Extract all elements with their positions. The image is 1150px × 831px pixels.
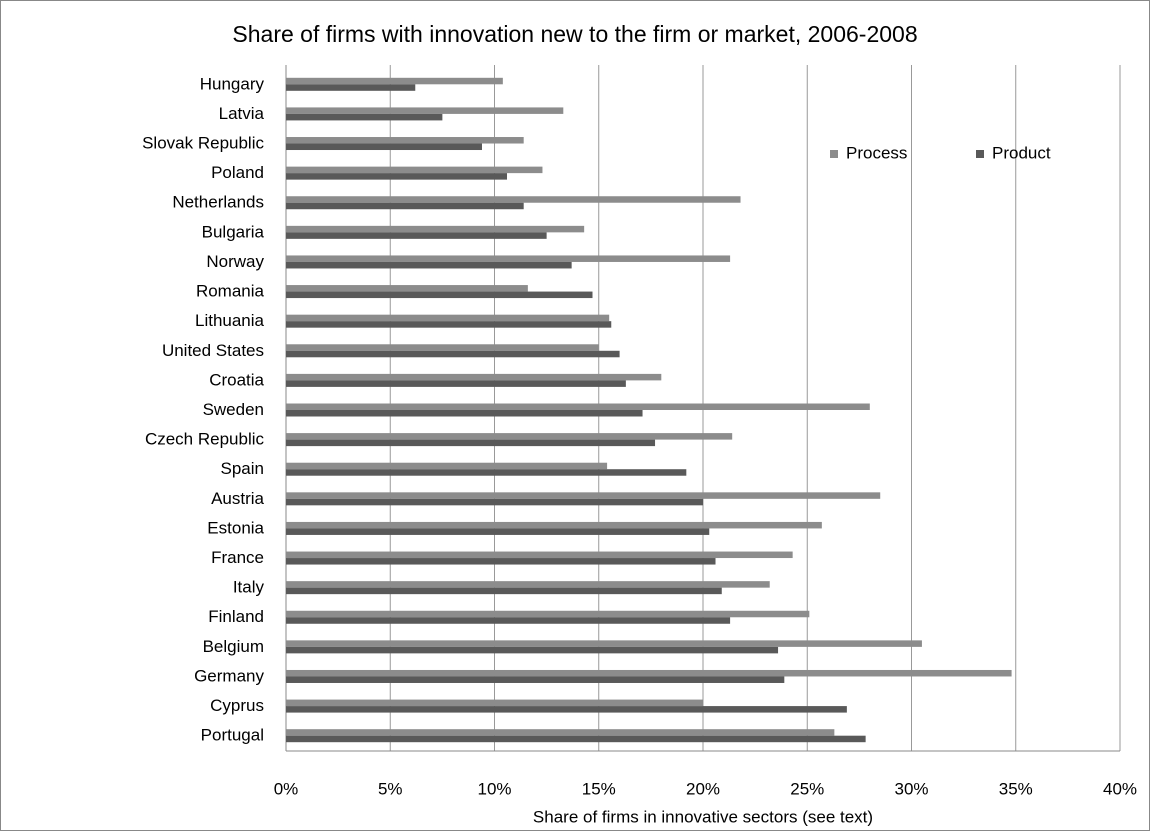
bar [286,202,524,210]
bar [286,469,687,476]
bar [286,350,620,358]
bar [286,321,612,328]
legend-label: Process [846,143,907,162]
bar [286,107,564,114]
bar [286,587,722,595]
y-tick-label: Romania [196,282,265,301]
bar [286,706,847,713]
bar [286,373,662,381]
bar [286,166,543,174]
bar [286,735,866,743]
y-tick-label: Portugal [201,726,264,745]
y-tick-label: Latvia [219,104,265,123]
y-tick-label: Hungary [200,74,265,93]
bar [286,225,585,233]
x-tick-label: 10% [477,779,511,798]
y-tick-label: Germany [194,666,264,685]
bar [286,617,731,624]
x-tick-label: 0% [274,779,299,798]
y-tick-label: Croatia [209,370,264,389]
bar [286,196,741,203]
y-tick-label: Slovak Republic [142,134,264,153]
y-tick-label: Poland [211,163,264,182]
bar [286,143,482,151]
bar [286,137,524,144]
bar [286,314,610,322]
bar [286,84,416,91]
y-tick-label: Spain [221,459,264,478]
y-tick-label: Finland [208,607,264,626]
bar [286,173,508,180]
x-axis-label: Share of firms in innovative sectors (se… [533,807,873,826]
bar [286,551,793,559]
x-tick-label: 30% [894,779,928,798]
bar [286,285,528,292]
bar [286,344,599,351]
x-tick-label: 20% [686,779,720,798]
x-tick-label: 35% [999,779,1033,798]
legend-swatch [830,150,838,158]
y-tick-label: Netherlands [172,193,264,212]
bar [286,380,626,387]
bar [286,581,770,588]
bar [286,462,608,470]
bar [286,521,822,529]
y-tick-label: Czech Republic [145,430,265,449]
y-tick-label: Sweden [203,400,264,419]
bar [286,729,835,736]
bar [286,498,703,506]
y-tick-label: United States [162,341,264,360]
bar [286,403,870,410]
x-tick-label: 15% [582,779,616,798]
bar [286,291,593,299]
bar [286,433,733,440]
y-tick-label: Estonia [207,518,264,537]
y-tick-label: Austria [211,489,264,508]
y-tick-label: Norway [206,252,264,271]
y-tick-label: Italy [233,578,265,597]
x-tick-label: 40% [1103,779,1137,798]
y-tick-label: Lithuania [195,311,265,330]
bar [286,410,643,417]
bar [286,610,810,618]
legend-label: Product [992,143,1051,162]
bar [286,640,922,647]
y-tick-label: Belgium [203,637,264,656]
legend-swatch [976,150,984,158]
x-tick-label: 25% [790,779,824,798]
bar [286,439,656,447]
x-tick-label: 5% [378,779,403,798]
bar [286,492,881,499]
bar [286,77,503,85]
bar [286,113,443,121]
bar [286,699,703,707]
bar [286,255,731,262]
y-tick-label: France [211,548,264,567]
bar [286,232,547,239]
y-tick-label: Cyprus [210,696,264,715]
bar [286,261,572,269]
y-tick-label: Bulgaria [202,222,265,241]
bar [286,646,779,654]
bar [286,528,710,535]
bar [286,669,1012,677]
bar [286,676,785,683]
bar [286,558,716,565]
chart-title: Share of firms with innovation new to th… [232,21,917,47]
